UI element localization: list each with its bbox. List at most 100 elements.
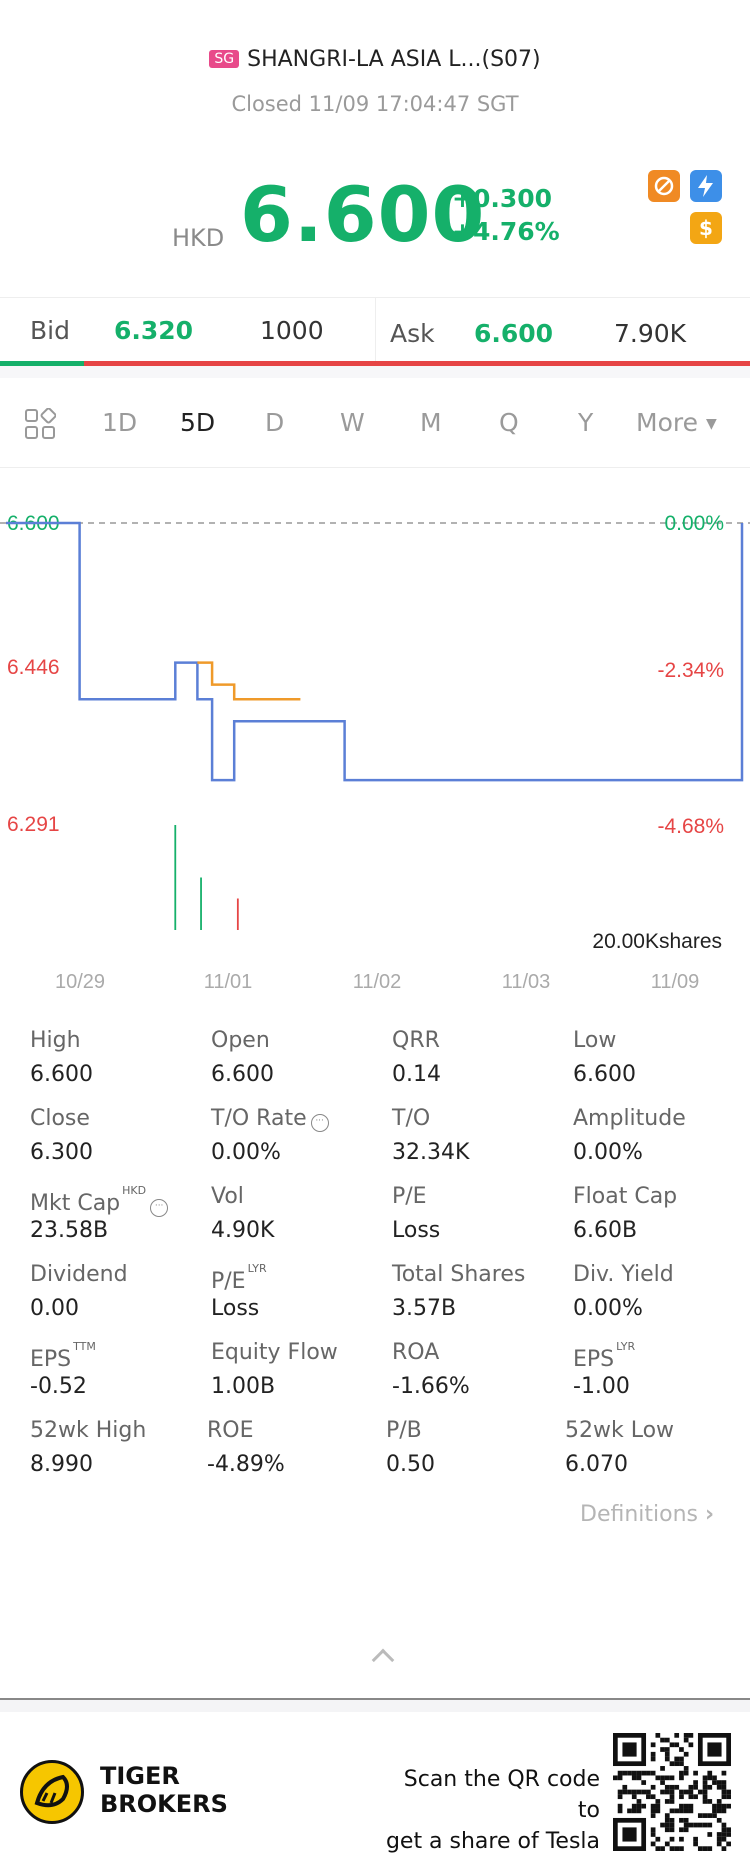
last-price: 6.600 bbox=[240, 170, 486, 259]
stat-label-text: Div. Yield bbox=[573, 1262, 674, 1287]
y-left-bottom: 6.291 bbox=[7, 813, 60, 836]
price-chart[interactable]: 6.600 6.446 6.291 0.00% -2.34% -4.68% 20… bbox=[0, 470, 750, 1010]
qr-module bbox=[702, 1846, 708, 1851]
qr-module bbox=[641, 1789, 647, 1795]
stat-label-high: High bbox=[30, 1028, 81, 1053]
promo-line-2: get a share of Tesla bbox=[385, 1829, 600, 1854]
qr-module bbox=[631, 1808, 637, 1814]
tab-more[interactable]: More ▼ bbox=[636, 408, 717, 437]
qr-module bbox=[716, 1841, 722, 1847]
qr-module bbox=[688, 1784, 694, 1790]
qr-module bbox=[721, 1789, 727, 1795]
qr-module bbox=[641, 1803, 647, 1809]
qr-module bbox=[683, 1766, 689, 1771]
price-chart-svg: 6.600 6.446 6.291 0.00% -2.34% -4.68% 20… bbox=[0, 512, 750, 993]
tab-q[interactable]: Q bbox=[499, 408, 519, 437]
tab-1d[interactable]: 1D bbox=[102, 408, 138, 437]
qr-module bbox=[655, 1775, 661, 1781]
stat-value-low: 6.600 bbox=[573, 1062, 636, 1087]
qr-module bbox=[679, 1846, 684, 1851]
dropdown-arrow-icon: ▼ bbox=[705, 416, 717, 432]
qr-module bbox=[697, 1813, 703, 1818]
layout-grid-icon[interactable] bbox=[24, 407, 57, 444]
stat-label-text: Low bbox=[573, 1028, 617, 1053]
qr-module bbox=[664, 1756, 670, 1762]
chevron-up-icon[interactable] bbox=[371, 1648, 395, 1672]
qr-module bbox=[707, 1832, 713, 1837]
info-more-icon[interactable]: ··· bbox=[310, 1114, 329, 1132]
stat-label-superscript: HKD bbox=[122, 1184, 147, 1197]
qr-module bbox=[721, 1808, 727, 1814]
qr-module bbox=[655, 1808, 661, 1814]
qr-module bbox=[650, 1770, 656, 1776]
x-label-5: 11/09 bbox=[651, 971, 700, 993]
tab-w[interactable]: W bbox=[340, 408, 365, 437]
flash-icon[interactable] bbox=[690, 170, 722, 202]
qr-module bbox=[664, 1841, 670, 1847]
qr-module bbox=[716, 1780, 722, 1785]
stat-label-text: Amplitude bbox=[573, 1106, 686, 1131]
tab-more-label: More bbox=[636, 408, 698, 437]
qr-module bbox=[721, 1794, 727, 1800]
qr-module bbox=[631, 1775, 637, 1781]
stat-label-text: ROA bbox=[392, 1340, 440, 1365]
volume-scale-label: 20.00Kshares bbox=[592, 930, 722, 953]
bid-ratio-bar bbox=[0, 361, 84, 366]
stat-label-text: EPS bbox=[573, 1347, 615, 1372]
qr-module bbox=[688, 1789, 694, 1795]
qr-module bbox=[693, 1822, 698, 1828]
qr-module bbox=[702, 1784, 708, 1790]
qr-module bbox=[622, 1827, 637, 1842]
qr-module bbox=[707, 1813, 713, 1818]
definitions-link[interactable]: Definitions › bbox=[580, 1502, 714, 1527]
qr-module bbox=[669, 1761, 675, 1767]
qr-module bbox=[693, 1841, 698, 1847]
qr-module bbox=[664, 1775, 670, 1781]
qr-module bbox=[679, 1761, 684, 1767]
qr-module bbox=[683, 1789, 689, 1795]
qr-module bbox=[683, 1827, 689, 1833]
stat-label-text: Vol bbox=[211, 1184, 244, 1209]
stat-label-low: Low bbox=[573, 1028, 616, 1053]
dollar-icon[interactable]: $ bbox=[690, 212, 722, 244]
qr-module bbox=[617, 1803, 623, 1809]
stat-value-qrr: 0.14 bbox=[392, 1062, 441, 1087]
qr-module bbox=[669, 1775, 675, 1781]
change-percent: +4.76% bbox=[452, 217, 560, 246]
ask-price: 6.600 bbox=[474, 319, 554, 348]
qr-module bbox=[660, 1747, 665, 1752]
stat-label-p-b: P/B bbox=[386, 1418, 422, 1443]
stat-label-mkt-cap-hkd: Mkt CapHKD··· bbox=[30, 1184, 169, 1217]
no-entry-icon[interactable] bbox=[648, 170, 680, 202]
chevron-right-icon: › bbox=[705, 1502, 715, 1527]
qr-module bbox=[660, 1789, 665, 1795]
price-series-1 bbox=[6, 521, 744, 782]
tab-d[interactable]: D bbox=[265, 408, 285, 437]
stat-value-dividend: 0.00 bbox=[30, 1296, 79, 1321]
qr-module bbox=[669, 1789, 675, 1795]
qr-module bbox=[683, 1822, 689, 1828]
tab-y[interactable]: Y bbox=[578, 408, 594, 437]
stat-label-text: Dividend bbox=[30, 1262, 128, 1287]
qr-module bbox=[636, 1803, 642, 1809]
bid-label: Bid bbox=[30, 316, 70, 345]
qr-module bbox=[702, 1813, 708, 1818]
stat-label-total-shares: Total Shares bbox=[392, 1262, 525, 1287]
qr-module bbox=[683, 1770, 689, 1776]
tab-m[interactable]: M bbox=[420, 408, 442, 437]
qr-module bbox=[646, 1789, 651, 1795]
qr-module bbox=[622, 1770, 628, 1776]
qr-module bbox=[631, 1803, 637, 1809]
qr-module bbox=[669, 1808, 675, 1814]
qr-module bbox=[669, 1817, 675, 1823]
qr-module bbox=[674, 1742, 680, 1748]
qr-code[interactable] bbox=[613, 1733, 731, 1851]
qr-module bbox=[683, 1733, 689, 1738]
info-more-icon[interactable]: ··· bbox=[150, 1199, 169, 1217]
qr-module bbox=[664, 1827, 670, 1833]
stat-value-total-shares: 3.57B bbox=[392, 1296, 457, 1321]
brand-name: TIGER BROKERS bbox=[100, 1762, 228, 1818]
qr-module bbox=[669, 1794, 675, 1800]
tab-5d[interactable]: 5D bbox=[180, 408, 216, 437]
stat-label-t-o-rate: T/O Rate ··· bbox=[211, 1106, 329, 1132]
